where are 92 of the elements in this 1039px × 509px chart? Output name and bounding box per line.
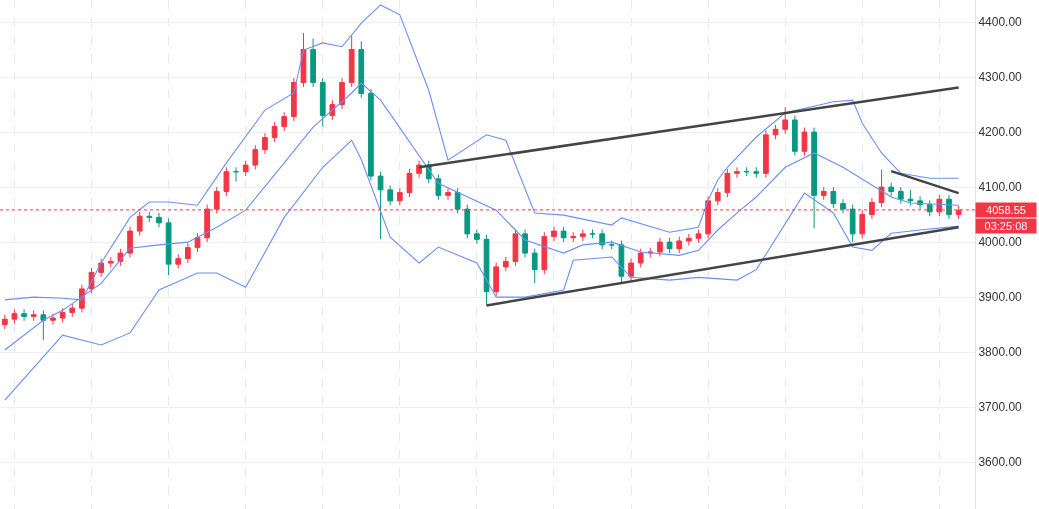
candlestick <box>840 198 846 214</box>
candlestick <box>445 187 451 201</box>
y-tick-label: 4000.00 <box>978 235 1023 250</box>
candlestick <box>531 248 538 284</box>
candlestick <box>608 239 615 250</box>
candlestick <box>223 166 230 197</box>
candlestick <box>185 242 191 264</box>
candlestick <box>666 237 673 254</box>
candlestick <box>242 160 249 177</box>
candlestick <box>175 253 182 270</box>
candlestick <box>483 234 490 306</box>
candlestick <box>724 168 731 198</box>
candlestick <box>377 171 384 240</box>
candlestick <box>348 35 355 88</box>
candlestick <box>551 226 557 242</box>
candlestick <box>734 166 740 179</box>
candlestick <box>907 189 914 206</box>
candlestick <box>926 199 933 217</box>
candlestick <box>281 111 288 132</box>
candlestick <box>368 88 374 181</box>
candlestick <box>657 237 663 257</box>
candlestick <box>589 228 596 239</box>
candlestick <box>801 127 808 157</box>
ref-line-label: 4058.55 <box>986 204 1026 216</box>
candlestick <box>1 314 8 330</box>
candlestick <box>628 258 634 282</box>
candlestick <box>30 309 37 322</box>
candlestick <box>358 40 365 99</box>
candlestick <box>897 186 904 205</box>
candlestick <box>271 121 278 143</box>
candlestick <box>830 186 837 209</box>
candlestick <box>580 228 586 242</box>
candlestick <box>339 77 345 110</box>
candlestick <box>146 211 153 223</box>
candlestick <box>40 309 47 341</box>
candlestick <box>319 77 326 128</box>
candlestick <box>686 233 692 246</box>
candlestick <box>454 187 461 214</box>
candlestick <box>396 187 403 206</box>
y-tick-label: 4400.00 <box>978 15 1023 30</box>
candlestick <box>11 308 18 325</box>
candlestick <box>512 228 519 267</box>
candlestick <box>252 144 259 170</box>
candlestick <box>165 217 172 276</box>
candlestick <box>676 236 683 254</box>
candlestick <box>156 212 162 228</box>
candlestick <box>21 308 27 322</box>
line-series <box>4 139 960 401</box>
candlestick <box>416 160 422 179</box>
candlestick <box>849 204 856 243</box>
y-tick-label: 4200.00 <box>978 125 1023 140</box>
candlestick <box>878 168 885 208</box>
text: 03:25:08 <box>984 220 1028 232</box>
candlestick <box>714 187 721 206</box>
candlestick <box>59 307 66 323</box>
candlestick <box>474 228 480 245</box>
candlestick <box>743 166 750 177</box>
y-tick-label: 3600.00 <box>978 455 1023 470</box>
candlestick <box>107 256 114 268</box>
candlestick <box>406 168 413 198</box>
candlestick <box>763 129 769 179</box>
candlestick <box>387 184 394 206</box>
candlestick <box>310 38 316 88</box>
candlestick <box>570 231 577 243</box>
candlestick <box>194 232 201 253</box>
y-tick-label: 3800.00 <box>978 345 1023 360</box>
candlestick <box>127 226 133 259</box>
candlestick <box>50 313 56 326</box>
candlestick <box>560 226 567 243</box>
candlestick <box>820 186 827 201</box>
y-tick-label: 4100.00 <box>978 180 1023 195</box>
candlestick <box>493 261 500 297</box>
candlestick <box>618 239 625 284</box>
candlestick <box>300 32 307 88</box>
candlestick <box>541 231 548 275</box>
candlestick <box>782 106 789 135</box>
candlestick <box>522 228 528 259</box>
candlestick <box>435 173 442 201</box>
candlestick <box>791 115 798 157</box>
candlestick <box>695 228 702 244</box>
candlestick <box>262 132 268 155</box>
candlestick <box>888 182 895 197</box>
y-tick-label: 4300.00 <box>978 70 1023 85</box>
candlestick <box>464 204 471 239</box>
candlestick <box>811 127 817 229</box>
candlestick <box>753 166 760 179</box>
candlestick <box>772 124 779 140</box>
candlestick <box>637 248 644 268</box>
y-tick-label: 3700.00 <box>978 400 1023 415</box>
y-tick-label: 3900.00 <box>978 290 1023 305</box>
candlestick <box>502 256 509 272</box>
candlestick <box>69 303 76 318</box>
